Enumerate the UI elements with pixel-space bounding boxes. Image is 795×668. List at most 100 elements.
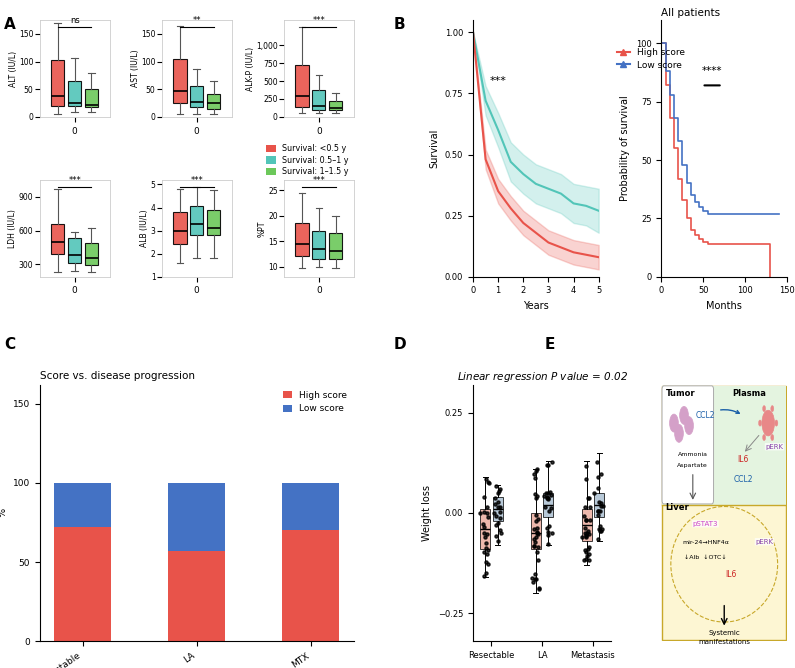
Title: Linear regression $P$ value = 0.02: Linear regression $P$ value = 0.02 [456, 370, 627, 384]
Point [591, 533, 604, 544]
Point [481, 508, 494, 518]
PathPatch shape [190, 206, 204, 235]
Point [494, 512, 506, 523]
Point [581, 528, 594, 538]
Point [543, 521, 556, 532]
PathPatch shape [173, 212, 187, 244]
Bar [169, 551, 225, 641]
Point [474, 507, 487, 518]
Point [531, 491, 544, 502]
PathPatch shape [531, 513, 541, 549]
Point [490, 530, 502, 541]
Point [583, 528, 595, 539]
Y-axis label: LDH (IU/L): LDH (IU/L) [9, 209, 17, 248]
Y-axis label: %PT: %PT [258, 220, 266, 236]
Y-axis label: Probability of survival: Probability of survival [620, 96, 630, 201]
Point [528, 534, 541, 544]
Point [539, 502, 552, 512]
PathPatch shape [207, 210, 220, 235]
Point [593, 524, 606, 534]
Point [531, 542, 544, 552]
Point [482, 545, 494, 556]
Point [580, 553, 592, 564]
PathPatch shape [173, 59, 187, 103]
Point [542, 459, 555, 470]
Text: IL6: IL6 [738, 455, 749, 464]
Point [544, 503, 556, 514]
Point [582, 544, 595, 554]
Point [527, 468, 540, 479]
Point [580, 529, 592, 540]
Point [478, 570, 491, 581]
Point [575, 532, 588, 542]
Text: mir-24→HNF4α: mir-24→HNF4α [682, 540, 729, 544]
Point [584, 502, 596, 512]
PathPatch shape [329, 101, 343, 110]
PathPatch shape [312, 90, 325, 110]
Point [584, 514, 596, 525]
Point [494, 484, 506, 494]
PathPatch shape [51, 224, 64, 254]
Point [489, 492, 502, 503]
PathPatch shape [85, 90, 98, 107]
Text: IL6: IL6 [725, 570, 736, 579]
Point [492, 486, 505, 496]
Point [595, 498, 607, 508]
Point [528, 541, 541, 552]
Point [529, 510, 542, 520]
Point [580, 532, 593, 542]
Point [481, 528, 494, 539]
Point [477, 547, 490, 558]
Legend: High score, Low score: High score, Low score [617, 48, 685, 69]
Point [541, 492, 553, 502]
PathPatch shape [296, 223, 308, 257]
PathPatch shape [207, 94, 220, 109]
Text: ***: *** [312, 17, 325, 25]
Y-axis label: AST (IU/L): AST (IU/L) [130, 49, 140, 88]
Point [529, 573, 542, 584]
Point [494, 502, 506, 512]
Text: ***: *** [68, 176, 81, 185]
Point [545, 490, 557, 501]
Point [580, 546, 592, 557]
PathPatch shape [68, 238, 81, 263]
Text: B: B [394, 17, 405, 31]
PathPatch shape [544, 493, 553, 517]
Text: E: E [545, 337, 555, 352]
Circle shape [680, 406, 688, 424]
Point [544, 487, 556, 498]
Point [591, 456, 603, 467]
Point [479, 532, 491, 542]
Point [595, 469, 607, 480]
Text: CCL2: CCL2 [696, 409, 739, 420]
Point [595, 524, 608, 534]
Point [545, 528, 558, 538]
Point [494, 528, 507, 538]
Point [491, 518, 504, 528]
Point [532, 514, 545, 524]
Circle shape [758, 420, 762, 426]
Text: ns: ns [70, 17, 80, 25]
Point [529, 515, 542, 526]
PathPatch shape [296, 65, 308, 107]
Point [582, 548, 595, 559]
Point [595, 526, 607, 536]
Point [583, 542, 595, 553]
Point [579, 522, 591, 533]
Point [592, 483, 605, 494]
Point [542, 505, 555, 516]
Point [594, 521, 607, 532]
Point [582, 526, 595, 536]
Circle shape [771, 405, 774, 411]
Text: **: ** [192, 17, 201, 25]
Point [541, 488, 554, 498]
Point [529, 574, 541, 584]
Point [491, 536, 504, 546]
PathPatch shape [68, 81, 81, 106]
Y-axis label: ALT (IU/L): ALT (IU/L) [9, 50, 17, 87]
Point [478, 506, 491, 517]
Point [479, 568, 492, 578]
Point [592, 510, 605, 520]
X-axis label: Years: Years [523, 301, 549, 311]
Point [528, 540, 541, 551]
